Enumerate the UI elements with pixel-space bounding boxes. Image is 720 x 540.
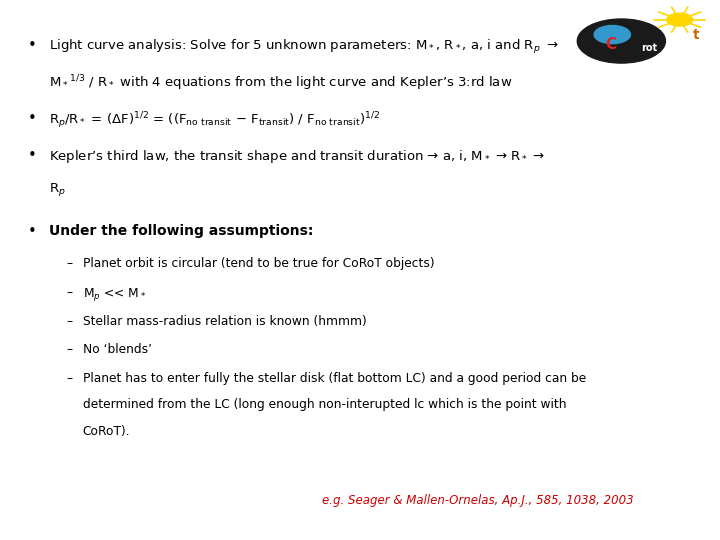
Text: –: – [66, 286, 73, 299]
Text: Planet has to enter fully the stellar disk (flat bottom LC) and a good period ca: Planet has to enter fully the stellar di… [83, 372, 586, 385]
Text: e.g. Seager & Mallen-Ornelas, Ap.J., 585, 1038, 2003: e.g. Seager & Mallen-Ornelas, Ap.J., 585… [322, 494, 634, 507]
Text: R$_p$/R$_*$ = ($\Delta$F)$^{1/2}$ = ((F$_{\rm no\ transit}$ $-$ F$_{\rm transit}: R$_p$/R$_*$ = ($\Delta$F)$^{1/2}$ = ((F$… [49, 111, 380, 131]
Text: determined from the LC (long enough non-interupted lc which is the point with: determined from the LC (long enough non-… [83, 399, 567, 411]
Text: •: • [27, 224, 36, 239]
Text: –: – [66, 257, 73, 270]
Text: Planet orbit is circular (tend to be true for CoRoT objects): Planet orbit is circular (tend to be tru… [83, 257, 434, 270]
Text: t: t [693, 28, 700, 42]
Text: No ‘blends’: No ‘blends’ [83, 343, 152, 356]
Text: Kepler’s third law, the transit shape and transit duration → a, i, M$_*$ → R$_*$: Kepler’s third law, the transit shape an… [49, 148, 545, 165]
Text: •: • [27, 38, 36, 53]
Text: Under the following assumptions:: Under the following assumptions: [49, 224, 313, 238]
Text: rot: rot [641, 43, 657, 52]
Text: –: – [66, 372, 73, 385]
Text: Light curve analysis: Solve for 5 unknown parameters: M$_*$, R$_*$, a, i and R$_: Light curve analysis: Solve for 5 unknow… [49, 38, 559, 56]
Text: C: C [606, 37, 616, 52]
Text: Stellar mass-radius relation is known (hmmm): Stellar mass-radius relation is known (h… [83, 315, 366, 328]
Text: M$_p$ << M$_*$: M$_p$ << M$_*$ [83, 286, 146, 303]
Text: M$_*$$^{1/3}$ / R$_*$ with 4 equations from the light curve and Kepler’s 3:rd la: M$_*$$^{1/3}$ / R$_*$ with 4 equations f… [49, 73, 513, 93]
Circle shape [577, 19, 665, 63]
Text: R$_p$: R$_p$ [49, 181, 66, 198]
Text: CoRoT).: CoRoT). [83, 425, 130, 438]
Text: •: • [27, 111, 36, 126]
Circle shape [594, 25, 631, 44]
Text: –: – [66, 315, 73, 328]
Text: •: • [27, 148, 36, 163]
Circle shape [667, 13, 693, 26]
Text: –: – [66, 343, 73, 356]
